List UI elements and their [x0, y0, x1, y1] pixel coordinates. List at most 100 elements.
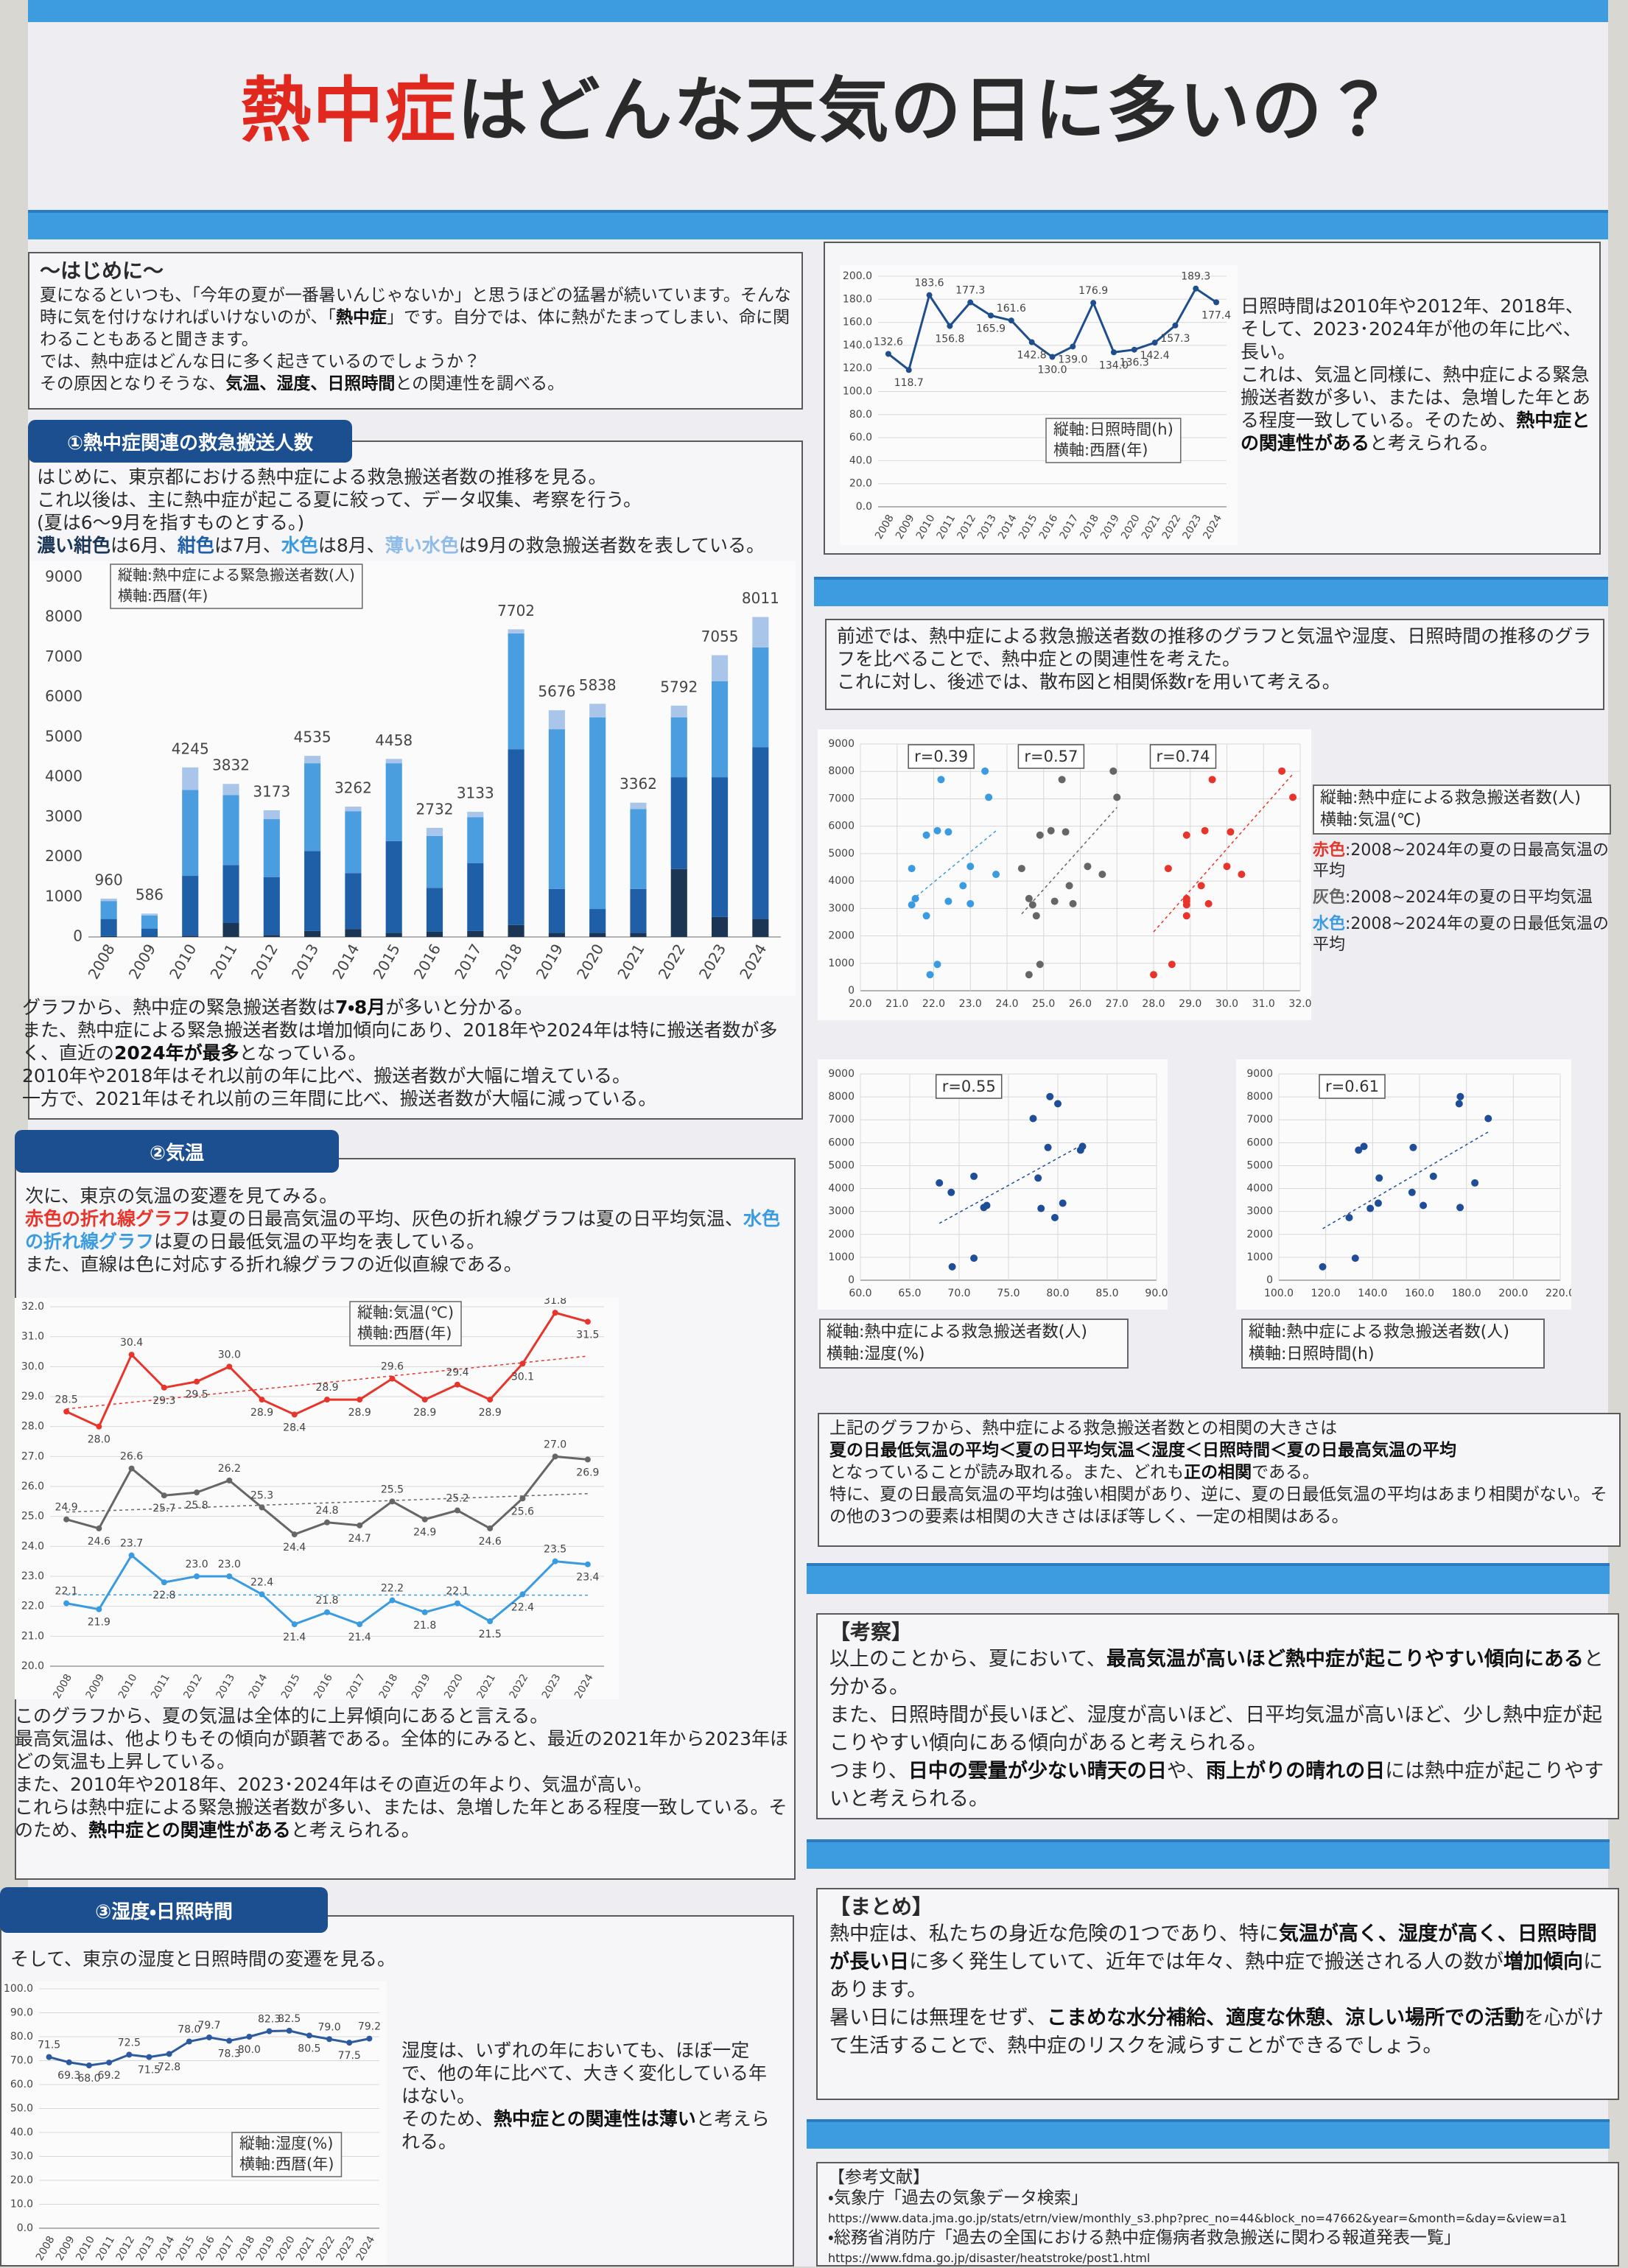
marker [519, 1361, 525, 1366]
marker [1090, 300, 1096, 306]
x-tick-label: 90.0 [1145, 1288, 1168, 1299]
marker [366, 2036, 372, 2042]
y-tick-label: 90.0 [10, 2007, 33, 2019]
value-label: 130.0 [1037, 365, 1067, 376]
paragraph: グラフから、熱中症の緊急搬送者数は7・8月が多いと分かる。 [22, 996, 801, 1019]
divider [28, 210, 1608, 239]
value-label: 21.5 [479, 1629, 502, 1640]
marker [324, 1397, 330, 1402]
paragraph: 最高気温は、他よりもその傾向が顕著である。全体的にみると、最近の2021年から2… [15, 1727, 794, 1773]
marker [96, 1607, 102, 1612]
point [970, 1254, 978, 1262]
bar-segment [345, 811, 361, 873]
text-run: は6月、 [110, 535, 178, 556]
divider [814, 577, 1608, 606]
total-label: 586 [136, 886, 164, 904]
bar-segment [345, 873, 361, 929]
value-label: 26.2 [218, 1463, 241, 1475]
paragraph: ・気象庁「過去の気象データ検索」 [828, 2188, 1607, 2208]
bar-segment [101, 919, 117, 936]
marker [455, 1601, 460, 1607]
y-tick-label: 60.0 [849, 432, 872, 443]
point [1205, 900, 1213, 907]
point [1183, 912, 1190, 919]
emphasis: 夏の日最低気温の平均＜夏の日平均気温＜湿度＜日照時間＜夏の日最高気温の平均 [829, 1441, 1456, 1460]
y-tick-label: 4000 [828, 1183, 855, 1195]
paragraph: 赤色の折れ線グラフは夏の日最高気温の平均、灰色の折れ線グラフは夏の日平均気温、水… [25, 1207, 791, 1253]
value-label: 177.3 [955, 285, 985, 297]
y-tick-label: 3000 [45, 807, 83, 825]
bar-segment [712, 681, 728, 777]
bar-segment [101, 936, 117, 937]
total-label: 3832 [212, 756, 250, 774]
point [933, 961, 941, 968]
paragraph: また、日照時間が長いほど、湿度が高いほど、日平均気温が高いほど、少し熱中症が起こ… [829, 1702, 1606, 1758]
value-label: 27.0 [544, 1439, 566, 1450]
legend-description: :2008~2024年の夏の日平均気温 [1345, 888, 1593, 907]
marker [259, 1504, 265, 1510]
x-tick-label: 2021 [614, 941, 648, 982]
heading: 【考察】 [829, 1619, 1606, 1646]
bar-segment [467, 812, 483, 817]
bar-segment [752, 919, 768, 937]
note-text: 日照時間は2010年や2012年、2018年、そして、2023･2024年が他の… [1241, 295, 1594, 454]
y-tick-label: 120.0 [843, 362, 872, 374]
text-run: 最高気温は、他よりもその傾向が顕著である。全体的にみると、最近の2021年から2… [15, 1728, 788, 1772]
total-label: 7055 [701, 628, 739, 645]
point [1183, 901, 1190, 908]
title-highlight: 熱中症 [241, 69, 457, 152]
x-axis-label: 横軸:西暦(年) [1053, 441, 1148, 459]
paragraph: 湿度は、いずれの年においても、ほぼ一定で、他の年に比べて、大きく変化している年は… [401, 2039, 781, 2107]
x-tick-label: 24.0 [995, 998, 1018, 1010]
text-run: 湿度は、いずれの年においても、ほぼ一定で、他の年に比べて、大きく変化している年は… [401, 2040, 767, 2107]
bar-segment [671, 706, 687, 717]
y-tick-label: 7000 [828, 793, 855, 804]
paragraph: ・総務省消防庁「過去の全国における熱中症傷病者救急搬送に関わる報道発表一覧」 [828, 2228, 1607, 2247]
marker [292, 1621, 298, 1627]
emphasis: こまめな水分補給、適度な休憩、涼しい場所での活動 [1047, 2007, 1524, 2029]
point [1036, 961, 1044, 968]
x-tick-label: 2012 [248, 941, 281, 982]
x-tick-label: 2018 [1078, 513, 1101, 541]
x-tick-label: 2009 [84, 1672, 108, 1699]
legend-description: :2008~2024年の夏の日最高気温の平均 [1313, 841, 1609, 880]
y-tick-label: 0 [848, 1274, 855, 1286]
x-tick-label: 2017 [451, 941, 485, 982]
bar-segment [182, 790, 198, 876]
section-text: はじめに、東京都における熱中症による救急搬送者数の推移を見る。これ以後は、主に熱… [37, 466, 803, 557]
point [981, 768, 989, 775]
point [1046, 1093, 1053, 1100]
value-label: 77.5 [338, 2050, 361, 2062]
paragraph: 次に、東京の気温の変遷を見てみる。 [25, 1184, 791, 1207]
y-tick-label: 9000 [828, 738, 855, 750]
trend-line [1323, 1132, 1489, 1229]
x-axis-label: 横軸:気温(℃) [1320, 810, 1604, 832]
bar-segment [182, 876, 198, 935]
text-run: 上記のグラフから、熱中症による救急搬送者数との相関の大きさは [829, 1419, 1337, 1438]
point [944, 898, 952, 905]
point [1098, 871, 1106, 878]
title: 熱中症はどんな天気の日に多いの？ [28, 63, 1608, 158]
y-tick-label: 160.0 [843, 317, 872, 329]
y-tick-label: 2000 [828, 930, 855, 942]
y-tick-label: 20.0 [849, 478, 872, 490]
x-tick-label: 2015 [370, 941, 404, 982]
point [1051, 898, 1059, 905]
text-run: これ以後は、主に熱中症が起こる夏に絞って、データ収集、考察を行う。 [37, 489, 642, 510]
y-tick-label: 8000 [828, 765, 855, 777]
text-run: との関連性を調べる。 [395, 374, 564, 393]
x-tick-label: 70.0 [947, 1288, 970, 1299]
value-label: 142.8 [1017, 350, 1047, 362]
y-axis-label: 縦軸:気温(℃) [357, 1304, 454, 1321]
point [1456, 1100, 1463, 1107]
x-tick-label: 2020 [1119, 513, 1143, 541]
y-tick-label: 40.0 [849, 454, 872, 466]
y-tick-label: 70.0 [10, 2055, 33, 2067]
total-label: 5792 [660, 678, 698, 695]
point [1201, 827, 1209, 835]
x-tick-label: 2017 [214, 2234, 237, 2263]
bar-segment [712, 777, 728, 917]
bar-segment [508, 925, 524, 937]
x-tick-label: 2019 [410, 1672, 433, 1699]
x-tick-label: 2024 [354, 2234, 378, 2263]
